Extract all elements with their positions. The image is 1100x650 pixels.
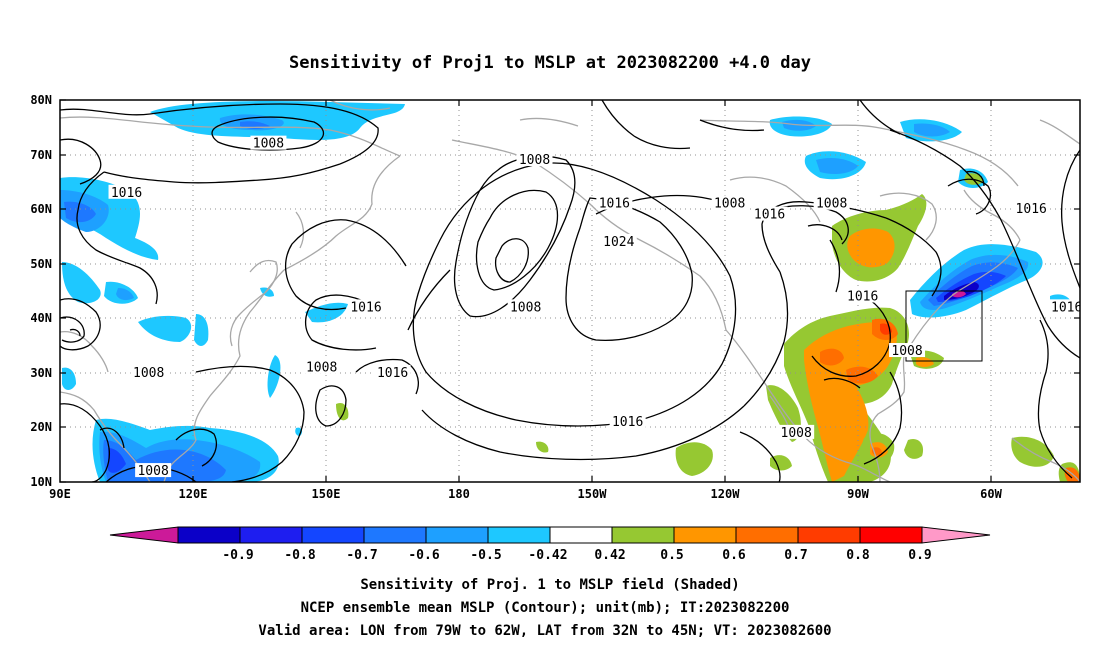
contour-label-bg bbox=[348, 299, 384, 314]
contour-label-bg bbox=[751, 206, 788, 221]
lat-label: 40N bbox=[30, 311, 52, 325]
colorbar-segment bbox=[611, 526, 675, 544]
valid-area-box bbox=[905, 290, 983, 362]
colorbar-over-triangle bbox=[921, 526, 991, 544]
contour-label: 1016 bbox=[599, 197, 630, 212]
contour-label: 1016 bbox=[1051, 300, 1082, 315]
contour-label: 1008 bbox=[510, 300, 541, 315]
lon-label: 90E bbox=[49, 487, 71, 501]
lat-label: 10N bbox=[30, 475, 52, 489]
contour-label-bg bbox=[516, 152, 553, 167]
caption-line-1: Sensitivity of Proj. 1 to MSLP field (Sh… bbox=[360, 577, 739, 593]
contour-label-bg bbox=[1013, 201, 1050, 216]
lon-label: 90W bbox=[847, 487, 869, 501]
caption-line-3: Valid area: LON from 79W to 62W, LAT fro… bbox=[258, 623, 831, 639]
contour-label: 1016 bbox=[377, 366, 408, 381]
contour-label-bg bbox=[778, 424, 815, 439]
contour-label: 1016 bbox=[111, 186, 142, 201]
lon-label: 120E bbox=[179, 487, 208, 501]
contour-label-bg bbox=[889, 343, 926, 358]
contour-label-bg bbox=[813, 195, 850, 210]
colorbar-segment bbox=[797, 526, 861, 544]
lon-label: 150E bbox=[312, 487, 341, 501]
contour-label: 1016 bbox=[350, 300, 381, 315]
contour-label: 1008 bbox=[891, 344, 922, 359]
contour-labels: 1008 1016 1008 1016 1008 1016 1008 1016 1024 1008… bbox=[108, 135, 1082, 479]
contour-label: 1016 bbox=[847, 289, 878, 304]
tick-marks bbox=[60, 99, 1080, 483]
lat-label: 70N bbox=[30, 148, 52, 162]
colorbar-tick-label: -0.6 bbox=[408, 548, 439, 563]
colorbar-segment bbox=[425, 526, 489, 544]
colorbar-segment bbox=[673, 526, 737, 544]
contour-label-bg bbox=[108, 184, 145, 199]
lat-label: 60N bbox=[30, 202, 52, 216]
contour-label-bg bbox=[250, 135, 287, 150]
sensitivity-shading bbox=[60, 101, 1080, 482]
colorbar-tick-label: 0.5 bbox=[660, 548, 683, 563]
contour-label-bg bbox=[135, 463, 172, 478]
contour-label-bg bbox=[600, 233, 637, 248]
caption-line-2: NCEP ensemble mean MSLP (Contour); unit(… bbox=[301, 600, 790, 616]
lat-label: 80N bbox=[30, 93, 52, 107]
map-frame bbox=[59, 99, 1081, 483]
contour-label: 1016 bbox=[754, 208, 785, 223]
colorbar-under-triangle bbox=[109, 526, 179, 544]
contour-label-bg bbox=[596, 195, 633, 210]
contour-label: 1016 bbox=[612, 415, 643, 430]
lon-label: 180 bbox=[448, 487, 470, 501]
colorbar-segment bbox=[301, 526, 365, 544]
lat-label: 20N bbox=[30, 420, 52, 434]
contour-label-bg bbox=[1048, 299, 1080, 314]
colorbar-tick-label: -0.8 bbox=[284, 548, 315, 563]
contour-label: 1008 bbox=[714, 197, 745, 212]
contour-label-bg bbox=[844, 288, 881, 303]
lat-label: 50N bbox=[30, 257, 52, 271]
contour-label: 1008 bbox=[306, 360, 337, 375]
lon-label: 150W bbox=[578, 487, 608, 501]
colorbar-segment bbox=[859, 526, 923, 544]
contour-label: 1008 bbox=[137, 464, 168, 479]
colorbar-tick-label: -0.5 bbox=[470, 548, 501, 563]
contour-label: 1008 bbox=[519, 153, 550, 168]
lon-label: 60W bbox=[980, 487, 1002, 501]
longitude-labels: 90E 120E 150E 180 150W 120W 90W 60W bbox=[49, 487, 1002, 501]
colorbar-segment bbox=[549, 526, 613, 544]
contour-label-bg bbox=[507, 299, 544, 314]
coastlines bbox=[60, 100, 1080, 482]
lon-label: 120W bbox=[711, 487, 741, 501]
colorbar-segment bbox=[177, 526, 241, 544]
colorbar-tick-label: 0.7 bbox=[784, 548, 807, 563]
contour-label-bg bbox=[303, 359, 340, 374]
colorbar-segment bbox=[363, 526, 427, 544]
lat-label: 30N bbox=[30, 366, 52, 380]
contour-label: 1008 bbox=[781, 426, 812, 441]
contour-label: 1008 bbox=[816, 197, 847, 212]
colorbar-tick-label: -0.9 bbox=[222, 548, 253, 563]
colorbar-tick-label: 0.42 bbox=[594, 548, 625, 563]
contour-label-bg bbox=[711, 195, 748, 210]
contour-label-bg bbox=[130, 364, 167, 379]
figure-title: Sensitivity of Proj1 to MSLP at 20230822… bbox=[289, 53, 811, 73]
colorbar-tick-label: 0.6 bbox=[722, 548, 746, 563]
contour-label: 1008 bbox=[133, 366, 164, 381]
contour-label-bg bbox=[374, 364, 411, 379]
mslp-contours bbox=[60, 100, 1080, 482]
contour-label: 1016 bbox=[1016, 202, 1047, 217]
map-area: 1008 1016 1008 1016 1008 1016 1008 1016 1024 1008… bbox=[60, 100, 1082, 482]
contour-label: 1024 bbox=[603, 235, 634, 250]
colorbar: -0.9 -0.8 -0.7 -0.6 -0.5 -0.42 0.42 0.5 0.6 0.7 0.… bbox=[109, 526, 991, 563]
colorbar-tick-label: 0.9 bbox=[908, 548, 931, 563]
colorbar-segment bbox=[239, 526, 303, 544]
colorbar-segment bbox=[487, 526, 551, 544]
colorbar-segment bbox=[735, 526, 799, 544]
colorbar-tick-label: -0.42 bbox=[528, 548, 567, 563]
contour-label-bg bbox=[609, 413, 646, 428]
latitude-labels: 80N 70N 60N 50N 40N 30N 20N 10N bbox=[30, 93, 52, 489]
colorbar-tick-label: 0.8 bbox=[846, 548, 870, 563]
colorbar-tick-label: -0.7 bbox=[346, 548, 377, 563]
contour-label: 1008 bbox=[253, 137, 284, 152]
